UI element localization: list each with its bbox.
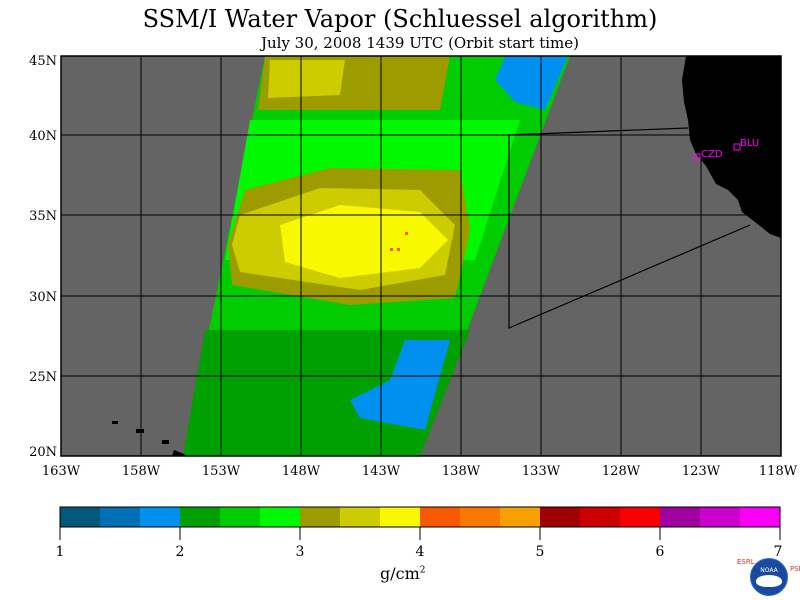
colorbar-swatch xyxy=(580,507,621,527)
lon-label: 133W xyxy=(522,464,561,479)
hawaii-island xyxy=(136,429,144,433)
lon-label: 148W xyxy=(282,464,321,479)
lon-label: 158W xyxy=(122,464,161,479)
satellite-swath xyxy=(183,56,570,456)
lon-label: 163W xyxy=(42,464,81,479)
colorbar-tick-label: 6 xyxy=(656,544,665,560)
colorbar-labels: 1 2 3 4 5 6 7 xyxy=(56,544,783,560)
colorbar-swatch xyxy=(540,507,581,527)
lon-label: 118W xyxy=(759,464,798,479)
colorbar-unit-exponent: 2 xyxy=(419,565,426,576)
swath-red-dot xyxy=(405,232,408,235)
noaa-badge-text: NOAA xyxy=(760,567,778,574)
colorbar-swatch xyxy=(260,507,301,527)
lon-label: 123W xyxy=(682,464,721,479)
swath-upper-blue xyxy=(495,56,568,110)
station-marker-blu xyxy=(733,143,741,151)
california-coast xyxy=(682,56,781,238)
station-label-czd: CZD xyxy=(701,149,723,160)
colorbar-tick-label: 2 xyxy=(176,544,185,560)
colorbar-swatch xyxy=(740,507,781,527)
lat-labels: 45N 40N 35N 30N 25N 20N xyxy=(29,54,57,460)
colorbar-swatch xyxy=(660,507,701,527)
colorbar-swatch xyxy=(420,507,461,527)
swath-red-dot xyxy=(390,248,393,251)
swath-top-yellow xyxy=(268,60,345,98)
colorbar-swatch xyxy=(340,507,381,527)
colorbar-swatch xyxy=(300,507,341,527)
lat-label: 40N xyxy=(29,129,57,144)
map-subtitle: July 30, 2008 1439 UTC (Orbit start time… xyxy=(260,34,580,52)
lat-label: 30N xyxy=(29,290,57,305)
hawaii-island xyxy=(172,450,186,456)
hawaii-island xyxy=(112,421,118,424)
colorbar-ticks xyxy=(59,527,781,540)
lon-labels: 163W 158W 153W 148W 143W 138W 133W 128W … xyxy=(42,464,798,479)
study-region-outline xyxy=(508,127,751,329)
colorbar-swatch xyxy=(500,507,541,527)
esrl-letters: ESRL xyxy=(737,558,755,566)
psd-letters: PSD xyxy=(790,565,800,573)
noaa-logo: NOAA xyxy=(750,558,788,596)
map-title: SSM/I Water Vapor (Schluessel algorithm) xyxy=(142,5,658,33)
colorbar-swatch xyxy=(700,507,741,527)
colorbar-swatch xyxy=(100,507,141,527)
colorbar-tick-label: 5 xyxy=(536,544,545,560)
lon-label: 128W xyxy=(602,464,641,479)
graticule xyxy=(61,56,781,456)
colorbar-tick-label: 7 xyxy=(774,544,783,560)
lat-label: 35N xyxy=(29,209,57,224)
stations: CZD BLU xyxy=(693,138,759,161)
map-frame xyxy=(60,55,782,457)
swath-red-dot xyxy=(397,248,400,251)
colorbar-swatch xyxy=(460,507,501,527)
colorbar-swatch xyxy=(140,507,181,527)
station-marker-czd xyxy=(693,153,701,161)
lat-label: 25N xyxy=(29,370,57,385)
colorbar-tick-label: 3 xyxy=(296,544,305,560)
swath-lower-blue xyxy=(350,340,450,430)
colorbar-tick-label: 4 xyxy=(416,544,425,560)
colorbar-unit-text: g/cm xyxy=(380,564,420,583)
colorbar-unit: g/cm2 xyxy=(380,564,426,583)
lon-label: 153W xyxy=(202,464,241,479)
lon-label: 138W xyxy=(442,464,481,479)
noaa-gull-icon xyxy=(756,575,782,587)
lat-label: 20N xyxy=(29,445,57,460)
colorbar-swatch xyxy=(220,507,261,527)
lat-label: 45N xyxy=(29,54,57,69)
swath-core-yellow xyxy=(280,205,448,278)
colorbar-swatch xyxy=(60,507,101,527)
lon-label: 143W xyxy=(362,464,401,479)
colorbar-tick-label: 1 xyxy=(56,544,65,560)
station-label-blu: BLU xyxy=(740,138,759,149)
colorbar xyxy=(60,507,781,527)
colorbar-swatch xyxy=(620,507,661,527)
hawaii-island xyxy=(162,440,169,444)
colorbar-swatch xyxy=(180,507,221,527)
land xyxy=(112,56,781,456)
colorbar-swatch xyxy=(380,507,421,527)
